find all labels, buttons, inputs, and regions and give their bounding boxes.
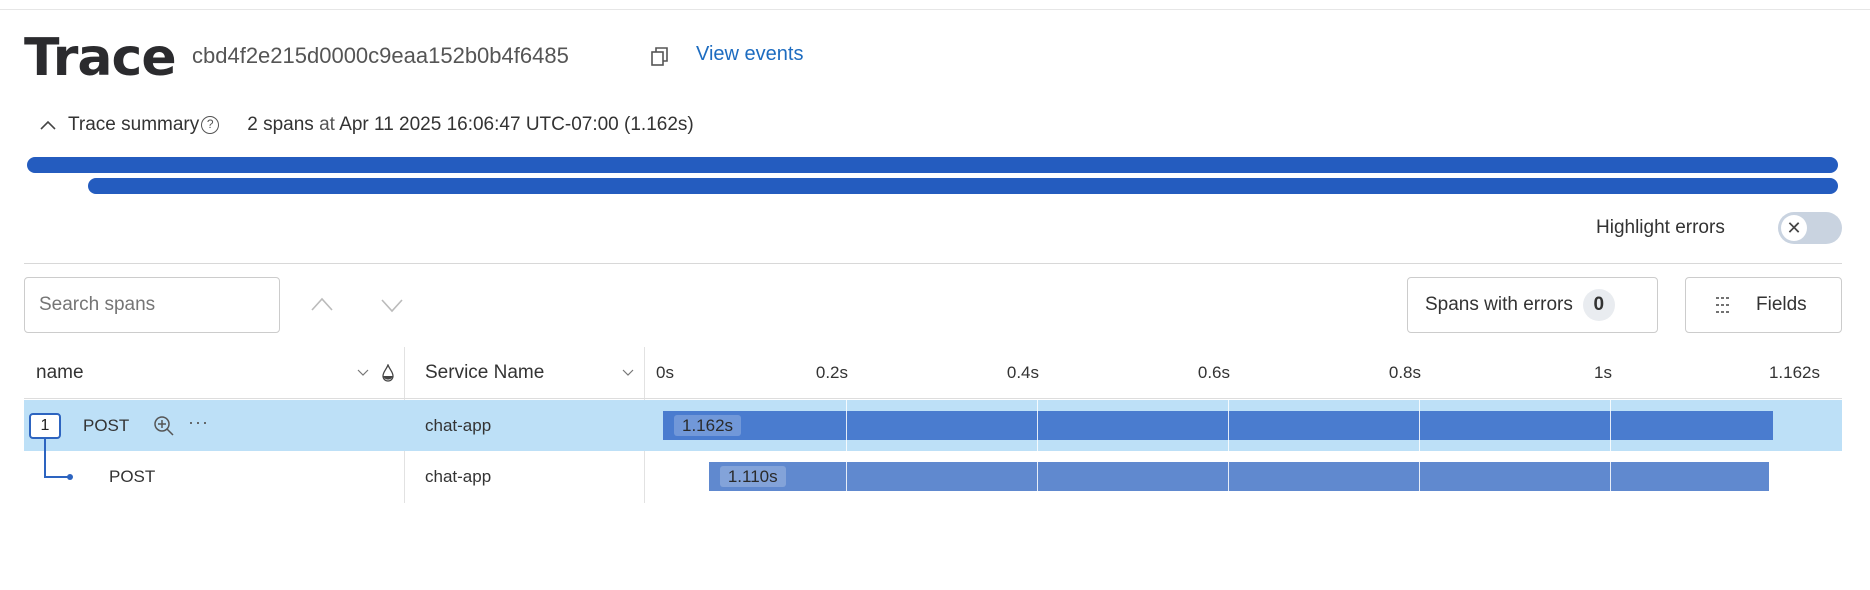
list-icon: [1716, 297, 1731, 313]
help-icon[interactable]: ?: [201, 116, 220, 134]
summary-span-bar[interactable]: [27, 157, 1838, 173]
column-service-label: Service Name: [425, 361, 545, 383]
close-icon: ✕: [1781, 215, 1807, 241]
span-bar-child[interactable]: 1.110s: [708, 462, 1769, 491]
timeline-tick-label: 1s: [1594, 363, 1612, 382]
header-border: [24, 398, 1842, 399]
more-options-icon[interactable]: ···: [188, 412, 209, 432]
span-name[interactable]: POST: [83, 416, 130, 435]
timeline-tick-label: 0.8s: [1388, 363, 1421, 382]
column-header-service[interactable]: Service Name: [425, 347, 544, 398]
drop-icon[interactable]: [381, 364, 395, 382]
column-name-label: name: [36, 361, 84, 383]
timeline-gridline: [846, 400, 847, 502]
span-bar-root[interactable]: 1.162s: [663, 411, 1773, 440]
timeline-tick-label: 0.4s: [1006, 363, 1039, 382]
fields-button[interactable]: Fields: [1685, 277, 1842, 333]
timeline-tick-label: 1.162s: [1768, 363, 1820, 382]
error-count-badge: 0: [1582, 289, 1615, 321]
summary-text: 2 spans at Apr 11 2025 16:06:47 UTC-07:0…: [247, 114, 694, 135]
tree-connector: [44, 439, 46, 477]
highlight-errors-label: Highlight errors: [1596, 217, 1725, 238]
previous-match-icon[interactable]: [310, 296, 334, 312]
zoom-in-icon[interactable]: [153, 415, 175, 437]
page-title: Trace: [24, 28, 177, 88]
service-name: chat-app: [425, 416, 492, 435]
timeline-gridline: [1610, 400, 1611, 502]
fields-label: Fields: [1756, 294, 1807, 315]
copy-icon[interactable]: [651, 46, 669, 66]
timeline-tick-label: 0s: [656, 363, 674, 382]
next-match-icon[interactable]: [380, 298, 404, 314]
trace-summary-toggle[interactable]: Trace summary ? 2 spans at Apr 11 2025 1…: [38, 114, 694, 136]
tree-connector: [44, 476, 68, 478]
timeline-gridline: [1419, 400, 1420, 502]
chevron-down-icon[interactable]: [357, 369, 369, 377]
child-count-toggle[interactable]: 1: [29, 413, 61, 439]
trace-id: cbd4f2e215d0000c9eaa152b0b4f6485: [192, 43, 569, 68]
duration-label: 1.162s: [674, 415, 742, 436]
span-name[interactable]: POST: [109, 467, 156, 486]
chevron-up-icon: [40, 120, 56, 130]
spans-with-errors-button[interactable]: Spans with errors 0: [1407, 277, 1658, 333]
search-spans-input[interactable]: [24, 277, 280, 333]
duration-label: 1.110s: [719, 466, 786, 487]
timeline-gridline: [1228, 400, 1229, 502]
view-events-link[interactable]: View events: [696, 43, 804, 65]
column-header-name[interactable]: name: [36, 347, 84, 398]
highlight-errors-toggle[interactable]: ✕: [1778, 212, 1842, 244]
timeline-gridline: [1037, 400, 1038, 502]
top-border: [0, 9, 1870, 10]
tree-node-dot: [67, 474, 73, 480]
summary-span-bar[interactable]: [88, 178, 1838, 194]
divider: [24, 263, 1842, 264]
timeline-tick-label: 0.6s: [1197, 363, 1230, 382]
timeline-tick-label: 0.2s: [815, 363, 848, 382]
trace-summary-label: Trace summary: [68, 114, 200, 135]
service-name: chat-app: [425, 467, 492, 486]
chevron-down-icon[interactable]: [622, 369, 634, 377]
spans-with-errors-label: Spans with errors: [1425, 294, 1573, 315]
